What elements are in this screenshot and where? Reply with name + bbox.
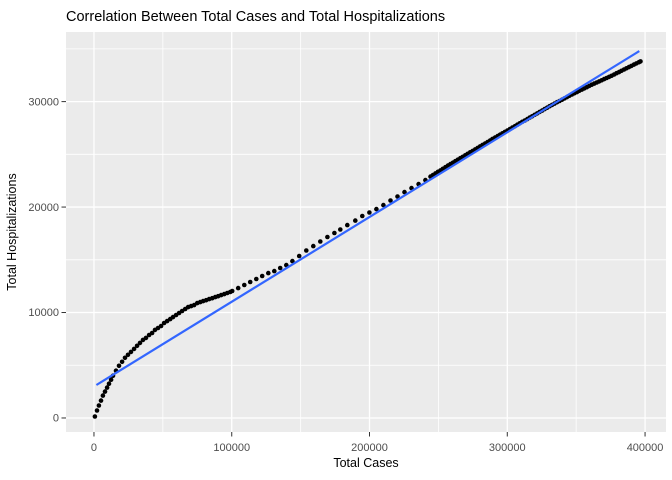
data-point: [325, 234, 330, 240]
data-point: [98, 398, 104, 403]
y-tick-label: 20000: [28, 202, 59, 214]
chart-title: Correlation Between Total Cases and Tota…: [66, 9, 445, 25]
data-point: [235, 285, 241, 291]
data-point: [104, 385, 110, 390]
data-point: [106, 381, 112, 387]
data-point: [143, 335, 149, 341]
data-point: [360, 213, 365, 219]
axis-tick-labels: 0 100000 200000 300000 400000 0 10000 20000 3000…: [28, 96, 663, 454]
data-point: [134, 343, 140, 349]
data-point: [638, 59, 643, 64]
regression-line: [95, 50, 640, 386]
data-point: [229, 288, 235, 294]
data-point: [381, 202, 386, 208]
data-point: [108, 377, 114, 383]
y-tick-label: 10000: [28, 307, 59, 319]
data-point: [100, 393, 106, 398]
data-point: [253, 276, 259, 282]
data-point: [296, 253, 302, 259]
data-point: [332, 230, 337, 236]
x-axis-title: Total Cases: [333, 456, 398, 470]
x-tick-label: 400000: [627, 442, 664, 454]
data-point: [247, 279, 253, 285]
data-point: [96, 403, 102, 408]
data-point: [290, 258, 295, 264]
data-point: [94, 408, 100, 413]
data-point: [266, 270, 271, 276]
data-point: [374, 206, 379, 212]
trend-line-group: [95, 50, 640, 386]
y-tick-label: 0: [53, 413, 59, 425]
data-point: [137, 340, 143, 346]
data-point: [242, 282, 247, 288]
data-point: [388, 198, 393, 203]
data-point: [259, 273, 265, 279]
gridlines-minor: [66, 32, 666, 432]
axis-tick-marks: [61, 101, 646, 437]
data-point: [158, 323, 164, 329]
data-point: [116, 363, 122, 369]
y-axis-title: Total Hospitalizations: [5, 173, 19, 290]
data-point: [345, 222, 350, 228]
y-tick-label: 30000: [28, 96, 59, 108]
data-point: [277, 265, 283, 271]
data-point: [338, 227, 343, 232]
data-point: [149, 330, 155, 336]
data-point: [272, 268, 277, 274]
data-point: [311, 243, 316, 249]
x-tick-label: 0: [91, 442, 97, 454]
data-point: [318, 239, 323, 244]
data-point: [125, 352, 131, 358]
gridlines-major: [66, 32, 666, 432]
x-tick-label: 200000: [351, 442, 388, 454]
data-point: [353, 218, 358, 223]
data-point: [304, 248, 309, 253]
data-point: [131, 346, 137, 352]
x-tick-label: 300000: [489, 442, 526, 454]
data-point: [395, 194, 400, 199]
data-point: [119, 359, 125, 365]
x-tick-label: 100000: [213, 442, 250, 454]
data-point: [102, 389, 108, 394]
data-point: [122, 355, 128, 361]
data-point: [128, 349, 134, 355]
data-point: [92, 414, 98, 419]
data-point: [402, 189, 407, 195]
data-point: [367, 210, 372, 215]
